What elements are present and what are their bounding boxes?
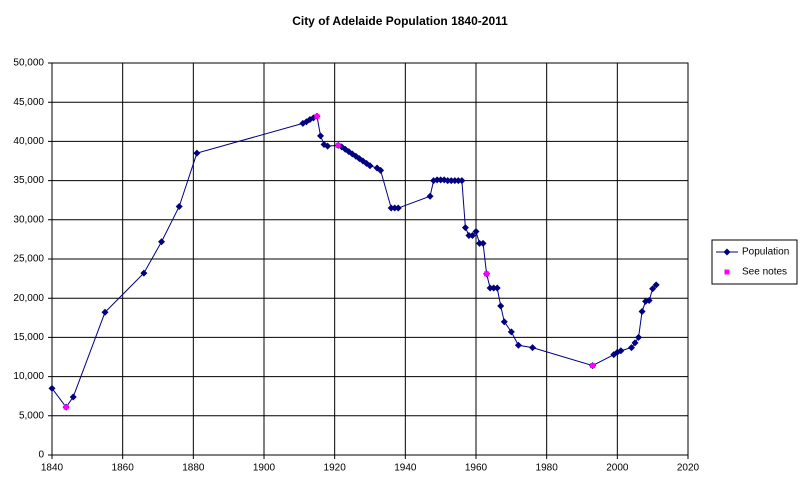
x-tick-label: 1980 <box>536 463 559 474</box>
data-point <box>486 284 494 292</box>
data-point <box>366 162 374 170</box>
y-tick-label: 20,000 <box>13 293 44 304</box>
data-point <box>476 239 484 247</box>
data-point <box>617 347 625 355</box>
data-point <box>468 231 476 239</box>
data-point <box>140 269 148 277</box>
y-tick-label: 15,000 <box>13 332 44 343</box>
data-point <box>461 224 469 232</box>
data-point <box>638 308 646 316</box>
y-tick-label: 35,000 <box>13 175 44 186</box>
y-tick-label: 10,000 <box>13 371 44 382</box>
data-point <box>627 344 635 352</box>
data-point <box>437 176 445 184</box>
data-point <box>48 384 56 392</box>
data-point <box>652 281 660 289</box>
y-tick-label: 50,000 <box>13 58 44 69</box>
data-point <box>158 238 166 246</box>
data-point <box>631 339 639 347</box>
x-tick-label: 2000 <box>606 463 629 474</box>
y-tick-label: 5,000 <box>19 410 44 421</box>
data-point <box>391 204 399 212</box>
data-point <box>458 177 466 185</box>
data-point <box>472 228 480 236</box>
legend-label: See notes <box>742 267 787 278</box>
chart-title: City of Adelaide Population 1840-2011 <box>292 14 508 28</box>
x-tick-label: 2020 <box>677 463 700 474</box>
data-point <box>175 202 183 210</box>
data-point <box>484 271 490 277</box>
data-point <box>314 113 320 119</box>
data-point <box>387 204 395 212</box>
legend-box <box>711 239 798 285</box>
x-tick-label: 1840 <box>41 463 64 474</box>
data-point <box>529 344 537 352</box>
data-point <box>69 393 77 401</box>
data-point <box>507 328 515 336</box>
data-point <box>514 341 522 349</box>
x-tick-label: 1900 <box>253 463 276 474</box>
x-tick-label: 1960 <box>465 463 488 474</box>
data-point <box>497 302 505 310</box>
data-point <box>490 284 498 292</box>
legend-label: Population <box>742 247 789 258</box>
data-point <box>335 142 341 148</box>
data-point <box>447 177 455 185</box>
x-tick-label: 1860 <box>112 463 135 474</box>
y-tick-label: 25,000 <box>13 254 44 265</box>
data-point <box>645 297 653 305</box>
legend-marker <box>724 269 730 275</box>
legend-marker <box>723 248 731 256</box>
data-point <box>63 404 69 410</box>
y-tick-label: 45,000 <box>13 97 44 108</box>
data-point <box>193 149 201 157</box>
x-tick-label: 1940 <box>394 463 417 474</box>
data-point <box>433 176 441 184</box>
data-point <box>635 333 643 341</box>
data-point <box>377 166 385 174</box>
data-point <box>479 239 487 247</box>
y-tick-label: 30,000 <box>13 214 44 225</box>
data-point <box>493 284 501 292</box>
data-point <box>426 192 434 200</box>
y-tick-label: 40,000 <box>13 136 44 147</box>
data-point <box>324 142 332 150</box>
data-point <box>649 285 657 293</box>
data-point <box>394 204 402 212</box>
data-point <box>317 132 325 140</box>
data-point <box>465 231 473 239</box>
x-tick-label: 1920 <box>324 463 347 474</box>
y-tick-label: 0 <box>38 450 44 461</box>
data-point <box>590 363 596 369</box>
x-tick-label: 1880 <box>182 463 205 474</box>
data-point <box>500 318 508 326</box>
data-point <box>101 308 109 316</box>
data-point <box>451 177 459 185</box>
data-point <box>454 177 462 185</box>
data-point <box>444 177 452 185</box>
